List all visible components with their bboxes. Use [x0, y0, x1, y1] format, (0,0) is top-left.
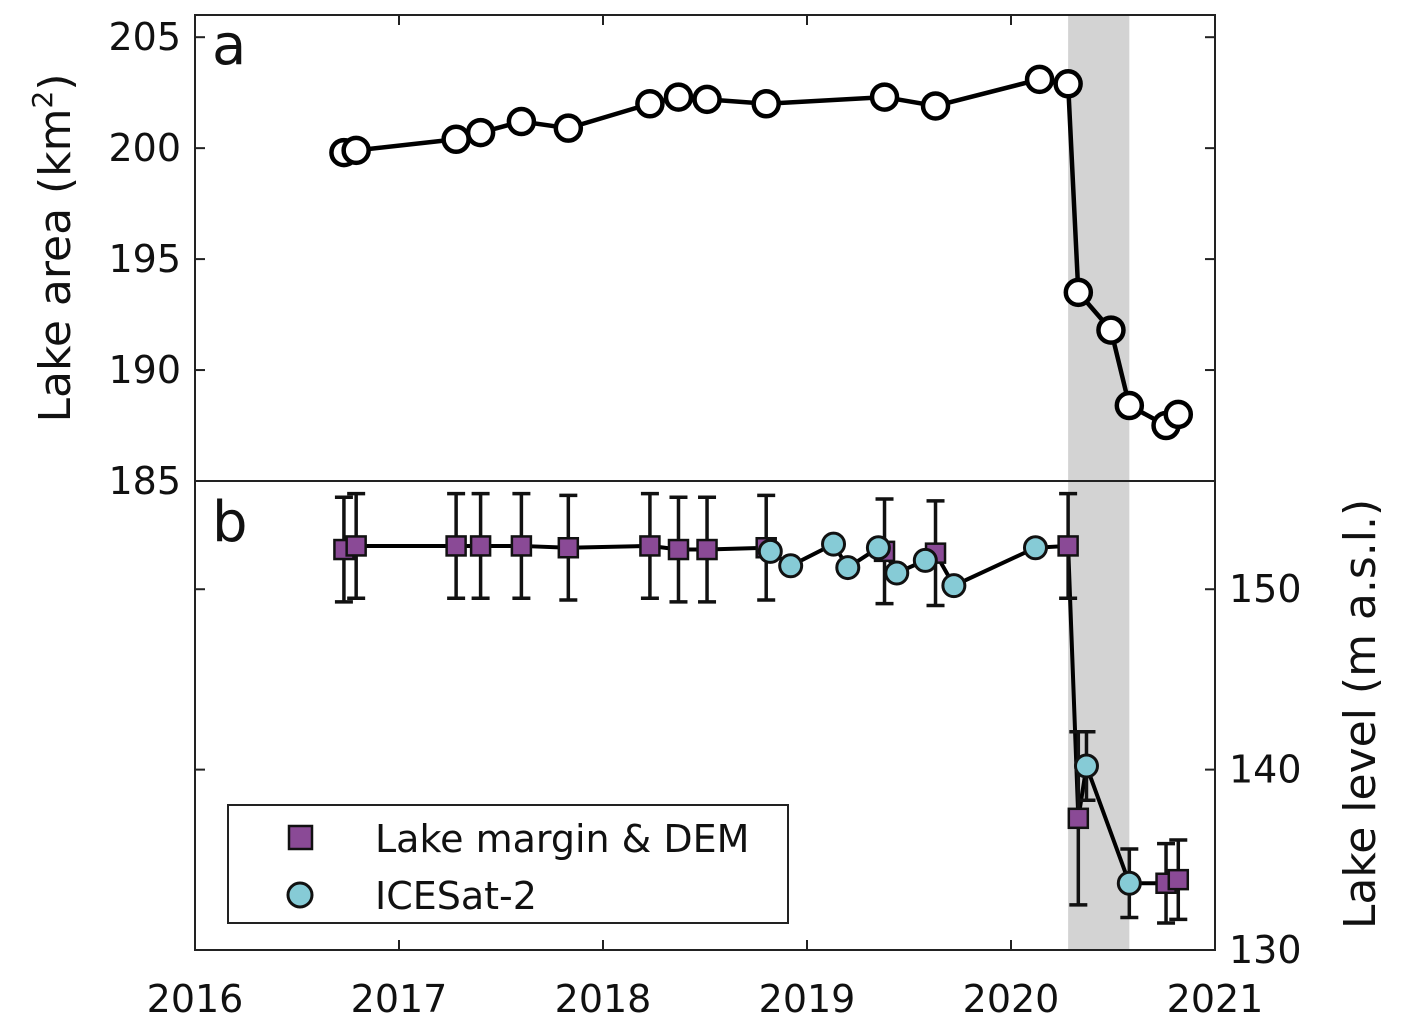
- x-tick-label: 2017: [351, 977, 448, 1021]
- lake-margin-dem-point: [696, 538, 718, 561]
- lake-area-point: [441, 124, 471, 155]
- y-tick-label-a: 195: [108, 237, 181, 281]
- y-tick-label-a: 200: [108, 126, 181, 170]
- lake-area-point: [553, 113, 584, 143]
- icesat2-point: [1116, 870, 1142, 896]
- panel-label-b: b: [212, 490, 248, 555]
- panel-b-lake-level: [333, 491, 1190, 925]
- x-tick-label: 2021: [1167, 977, 1264, 1021]
- lake-margin-dem-point: [667, 538, 690, 561]
- panel-b-y-axis-title: Lake level (m a.s.l.): [1335, 499, 1386, 929]
- icesat2-point: [835, 555, 861, 581]
- x-tick-label: 2019: [759, 977, 856, 1021]
- legend: Lake margin & DEM ICESat-2: [227, 804, 789, 924]
- lake-margin-dem-point: [1167, 868, 1190, 891]
- y-tick-label-b: 150: [1229, 567, 1302, 611]
- legend-label-icesat2: ICESat-2: [375, 874, 537, 918]
- y-tick-label-a: 205: [108, 15, 181, 59]
- lake-margin-dem-point: [345, 535, 367, 557]
- lake-area-point: [1053, 69, 1083, 99]
- y-tick-label-a: 185: [108, 459, 181, 503]
- legend-box: [227, 804, 789, 924]
- lake-area-point: [692, 84, 722, 115]
- lake-margin-dem-point: [445, 535, 467, 557]
- icesat2-point: [821, 531, 847, 557]
- lake-area-point: [465, 117, 496, 148]
- lake-area-point: [1063, 277, 1094, 308]
- icesat2-point: [778, 553, 804, 579]
- x-tick-labels: 2016 2017 2018 2019 2020 2021: [147, 977, 1264, 1021]
- panel-a-y-tick-labels: 185 190 195 200 205: [108, 15, 181, 503]
- y-tick-label-a: 190: [108, 348, 181, 392]
- icesat2-point: [757, 538, 783, 564]
- icesat2-point: [912, 547, 938, 573]
- y-tick-label-b: 140: [1229, 748, 1302, 792]
- panel-b-y-tick-labels: 130 140 150: [1229, 567, 1302, 972]
- lake-margin-dem-point: [1067, 807, 1090, 830]
- lake-area-point: [663, 82, 694, 112]
- legend-square-marker: [287, 824, 314, 851]
- lake-margin-dem-point: [557, 536, 580, 559]
- icesat2-point: [1022, 535, 1048, 561]
- lake-area-point: [869, 82, 900, 112]
- lake-area-point: [920, 91, 951, 121]
- lake-area-point: [506, 106, 537, 137]
- y-title-a-main: Lake area (km: [30, 108, 81, 422]
- lake-margin-dem-point: [469, 535, 492, 557]
- y-title-a-close: ): [30, 73, 81, 90]
- x-tick-label: 2016: [147, 977, 244, 1021]
- legend-circle-marker: [286, 881, 314, 909]
- panel-label-a: a: [212, 13, 246, 78]
- y-title-a-superscript: 2: [26, 91, 59, 109]
- lake-margin-dem-point: [1057, 535, 1079, 557]
- icesat2-point: [941, 573, 967, 599]
- lake-area-point: [1163, 399, 1194, 430]
- icesat2-point: [865, 535, 891, 561]
- x-tick-label: 2020: [963, 977, 1060, 1021]
- lake-margin-dem-point: [510, 535, 533, 557]
- panel-a-y-axis-title: Lake area (km2): [26, 73, 81, 422]
- lake-margin-dem-point: [639, 535, 661, 557]
- lake-area-point: [1024, 64, 1055, 95]
- panel-a-lake-area: [329, 64, 1194, 441]
- lake-area-point: [751, 89, 781, 119]
- x-tick-label: 2018: [555, 977, 652, 1021]
- panel-b-frame: [194, 480, 1216, 951]
- lake-area-point: [635, 89, 665, 119]
- y-tick-label-b: 130: [1229, 928, 1302, 972]
- lake-area-point: [341, 135, 371, 166]
- lake-area-point: [1114, 390, 1145, 421]
- legend-label-lake-margin: Lake margin & DEM: [375, 817, 749, 861]
- lake-area-point: [1096, 315, 1126, 345]
- icesat2-point: [884, 560, 910, 586]
- icesat2-point: [1073, 753, 1099, 779]
